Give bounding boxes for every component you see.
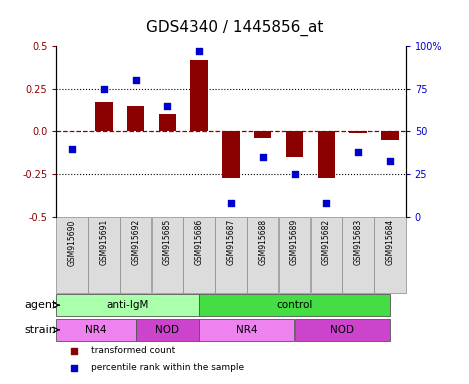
Point: [323, 200, 330, 206]
FancyBboxPatch shape: [120, 217, 151, 293]
Bar: [349, 131, 367, 133]
Bar: [381, 131, 399, 140]
Text: GSM915683: GSM915683: [354, 219, 363, 265]
Text: NR4: NR4: [236, 325, 257, 335]
Point: [164, 103, 171, 109]
FancyBboxPatch shape: [247, 217, 279, 293]
Point: [196, 48, 203, 54]
Text: GSM915686: GSM915686: [195, 219, 204, 265]
FancyBboxPatch shape: [310, 217, 342, 293]
Bar: [318, 131, 335, 178]
FancyBboxPatch shape: [295, 319, 390, 341]
Text: GSM915690: GSM915690: [68, 219, 76, 266]
Point: [132, 77, 139, 83]
Text: GSM915685: GSM915685: [163, 219, 172, 265]
Text: strain: strain: [24, 325, 56, 335]
Text: GSM915692: GSM915692: [131, 219, 140, 265]
Text: NR4: NR4: [85, 325, 107, 335]
Text: percentile rank within the sample: percentile rank within the sample: [91, 363, 244, 372]
Text: GSM915689: GSM915689: [290, 219, 299, 265]
Point: [386, 123, 393, 129]
Text: anti-IgM: anti-IgM: [106, 300, 149, 310]
FancyBboxPatch shape: [183, 217, 215, 293]
FancyBboxPatch shape: [56, 319, 136, 341]
Point: [386, 157, 393, 164]
Text: control: control: [276, 300, 313, 310]
FancyBboxPatch shape: [279, 217, 310, 293]
FancyBboxPatch shape: [199, 294, 390, 316]
Text: GDS4340 / 1445856_at: GDS4340 / 1445856_at: [146, 20, 323, 36]
Point: [100, 86, 108, 92]
Text: GSM915684: GSM915684: [386, 219, 394, 265]
Text: NOD: NOD: [155, 325, 180, 335]
Bar: [254, 131, 272, 138]
Text: GSM915687: GSM915687: [227, 219, 235, 265]
Text: NOD: NOD: [330, 325, 354, 335]
Point: [68, 146, 76, 152]
Bar: [159, 114, 176, 131]
Bar: [286, 131, 303, 157]
FancyBboxPatch shape: [56, 217, 88, 293]
Point: [259, 154, 266, 160]
Bar: [127, 106, 144, 131]
FancyBboxPatch shape: [136, 319, 199, 341]
FancyBboxPatch shape: [374, 217, 406, 293]
Point: [354, 149, 362, 155]
Point: [227, 200, 234, 206]
Bar: [190, 60, 208, 131]
Point: [386, 278, 393, 285]
FancyBboxPatch shape: [88, 217, 120, 293]
Text: agent: agent: [24, 300, 56, 310]
Text: GSM915682: GSM915682: [322, 219, 331, 265]
Bar: [95, 103, 113, 131]
FancyBboxPatch shape: [199, 319, 295, 341]
FancyBboxPatch shape: [215, 217, 247, 293]
Point: [291, 171, 298, 177]
FancyBboxPatch shape: [342, 217, 374, 293]
FancyBboxPatch shape: [56, 294, 199, 316]
FancyBboxPatch shape: [152, 217, 183, 293]
Text: transformed count: transformed count: [91, 346, 175, 355]
Text: GSM915688: GSM915688: [258, 219, 267, 265]
Text: GSM915691: GSM915691: [99, 219, 108, 265]
Bar: [222, 131, 240, 178]
